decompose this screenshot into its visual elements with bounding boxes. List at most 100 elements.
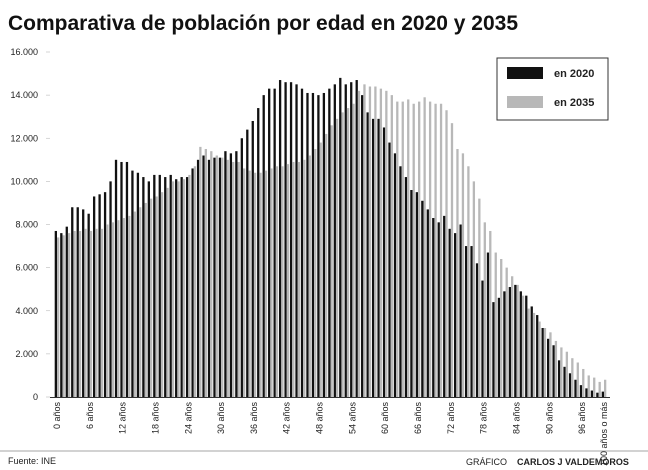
y-tick-label: 8.000	[15, 220, 38, 230]
bar	[180, 177, 183, 397]
bar	[390, 95, 393, 397]
bar	[213, 157, 216, 397]
bar	[286, 164, 290, 397]
bar	[204, 149, 207, 397]
bar	[543, 328, 547, 397]
bar	[450, 123, 454, 397]
bar	[84, 228, 87, 397]
x-tick-label: 90 años	[544, 402, 554, 435]
bar	[221, 157, 224, 397]
bar	[171, 181, 175, 397]
bar	[396, 101, 399, 397]
bar	[314, 149, 317, 397]
bar	[259, 172, 262, 397]
x-tick-label: 12 años	[118, 402, 128, 435]
x-tick-label: 84 años	[511, 402, 521, 435]
x-tick-label: 6 años	[85, 402, 95, 430]
bar	[133, 211, 136, 397]
bar	[251, 121, 254, 397]
bar	[218, 157, 222, 397]
x-tick-label: 0 años	[52, 402, 62, 430]
bar	[530, 306, 533, 397]
bar	[346, 108, 350, 397]
bar	[295, 84, 298, 397]
bar	[281, 166, 284, 397]
x-tick-label: 100 años o más	[599, 402, 609, 467]
x-tick-label: 36 años	[249, 402, 259, 435]
bar	[508, 287, 512, 397]
bar	[598, 381, 601, 397]
bar	[98, 194, 101, 397]
y-tick-label: 0	[33, 392, 38, 402]
x-tick-label: 54 años	[347, 402, 357, 435]
legend-label: en 2020	[554, 68, 594, 80]
bar	[131, 170, 134, 397]
x-tick-label: 96 años	[577, 402, 587, 435]
bar	[565, 351, 569, 397]
bar	[418, 101, 421, 397]
bar	[207, 159, 211, 397]
bar	[149, 198, 153, 397]
bar	[399, 166, 402, 397]
bar	[527, 308, 530, 397]
bar	[593, 377, 596, 397]
bar	[388, 142, 391, 397]
bar	[330, 125, 333, 397]
bar	[100, 228, 104, 397]
bar	[368, 86, 372, 397]
y-tick-label: 2.000	[15, 349, 38, 359]
bar	[439, 103, 443, 397]
x-tick-label: 78 años	[479, 402, 489, 435]
bar	[344, 84, 347, 397]
bar	[514, 284, 517, 397]
y-tick-label: 14.000	[10, 90, 38, 100]
bar	[95, 228, 98, 397]
bar	[57, 237, 60, 397]
bar	[571, 358, 574, 397]
bar	[289, 82, 293, 397]
bar	[423, 97, 426, 397]
credit: CARLOS J VALDEMOROS	[517, 457, 629, 467]
bar	[492, 302, 495, 397]
bar	[175, 179, 178, 397]
bar	[246, 129, 249, 397]
bar	[196, 159, 200, 397]
bar	[253, 172, 257, 397]
bar	[182, 179, 186, 397]
bar	[136, 172, 140, 397]
bar	[500, 259, 503, 397]
bar	[454, 233, 457, 397]
bar	[361, 95, 364, 397]
bar	[382, 127, 386, 397]
bar	[202, 155, 205, 397]
bar	[379, 88, 383, 397]
bar	[160, 192, 164, 397]
bar	[459, 224, 462, 397]
bar	[306, 92, 309, 397]
bar	[355, 80, 358, 397]
bar	[371, 118, 375, 397]
bar	[82, 209, 85, 397]
bar	[67, 233, 71, 397]
bar	[270, 168, 273, 397]
x-tick-label: 24 años	[183, 402, 193, 435]
bar	[549, 332, 552, 397]
bar	[407, 99, 410, 397]
bar	[71, 207, 74, 397]
bar	[232, 161, 235, 397]
bar	[120, 161, 123, 397]
bar	[273, 88, 276, 397]
bar	[478, 198, 481, 397]
bar	[576, 362, 579, 397]
x-tick-label: 66 años	[413, 402, 423, 435]
bar	[472, 181, 476, 397]
bar	[109, 181, 112, 397]
bar	[303, 159, 306, 397]
bar	[560, 347, 563, 397]
bar	[401, 101, 404, 397]
legend-swatch	[507, 67, 543, 79]
bar	[574, 379, 577, 397]
bar	[144, 202, 147, 397]
bar	[317, 95, 320, 397]
y-tick-label: 6.000	[15, 263, 38, 273]
